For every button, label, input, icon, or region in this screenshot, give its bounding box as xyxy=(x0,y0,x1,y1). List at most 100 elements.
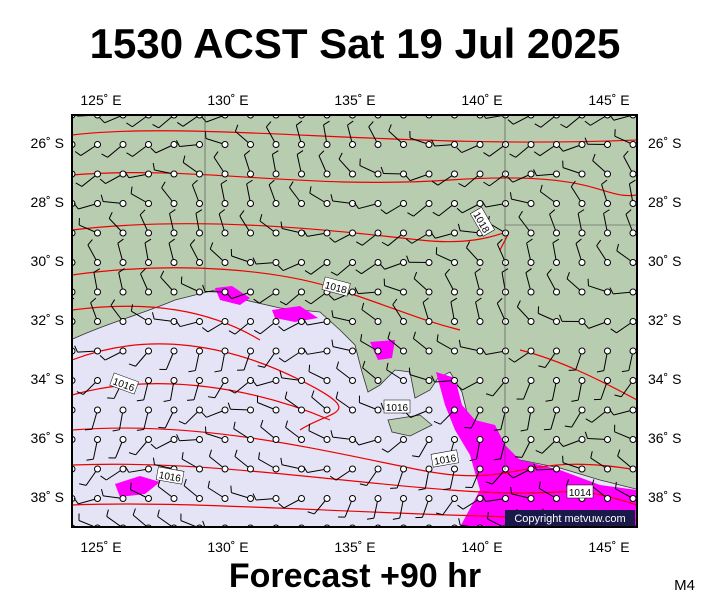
barb-feather xyxy=(181,452,184,460)
barb-station xyxy=(119,229,127,237)
barb-station xyxy=(170,141,178,148)
barb-station xyxy=(196,436,203,443)
lon-label: 135˚ E xyxy=(334,92,375,108)
barb-feather xyxy=(510,486,513,494)
barb-feather xyxy=(354,202,360,209)
barb-station xyxy=(221,377,229,384)
barb-station xyxy=(247,170,254,178)
barb-station xyxy=(145,288,152,296)
barb-station xyxy=(578,406,586,414)
barb-feather xyxy=(157,509,160,517)
barb-feather xyxy=(195,209,203,214)
barb-feather xyxy=(182,155,186,163)
barb-feather xyxy=(330,194,334,202)
barb-station xyxy=(374,170,382,178)
barb-station xyxy=(272,436,280,443)
barb-feather xyxy=(213,151,219,158)
lon-label: 125˚ E xyxy=(80,539,121,555)
barb-feather xyxy=(625,209,632,215)
barb-staff xyxy=(232,528,251,535)
barb-station xyxy=(553,229,560,237)
barb-station xyxy=(476,170,484,178)
barb-station xyxy=(298,200,305,207)
barb-staff xyxy=(402,115,404,116)
barb-feather xyxy=(362,360,366,368)
barb-station xyxy=(145,259,152,266)
barb-station xyxy=(553,141,560,148)
map-frame xyxy=(71,114,638,528)
barb-feather xyxy=(458,183,465,188)
barb-station xyxy=(527,465,535,473)
barb-feather xyxy=(253,298,260,304)
barb-feather xyxy=(575,238,582,244)
lon-label: 130˚ E xyxy=(207,539,248,555)
isobar-label: 1016 xyxy=(155,466,185,485)
barb-station xyxy=(629,200,637,207)
barb-station xyxy=(400,141,407,148)
barb-station xyxy=(272,347,280,355)
barb-feather xyxy=(201,116,207,123)
barb-feather xyxy=(303,230,308,237)
barb-feather xyxy=(347,120,354,126)
barb-feather xyxy=(539,184,543,192)
barb-station xyxy=(527,406,535,414)
lon-label: 125˚ E xyxy=(80,92,121,108)
barb-station xyxy=(323,318,331,325)
barb-feather xyxy=(227,402,231,410)
barb-feather xyxy=(475,297,482,303)
barb-station xyxy=(94,141,101,148)
barb-feather xyxy=(493,458,501,461)
barb-staff xyxy=(393,528,403,545)
barb-station xyxy=(374,288,382,296)
barb-feather xyxy=(413,271,418,279)
barb-station xyxy=(145,347,152,355)
barb-station xyxy=(298,318,305,325)
barb-feather xyxy=(253,329,261,335)
barb-feather xyxy=(260,419,264,427)
barb-station xyxy=(400,259,407,266)
barb-station xyxy=(502,200,509,207)
barb-station xyxy=(502,377,509,384)
barb-feather xyxy=(100,194,104,202)
barb-station xyxy=(170,436,178,443)
barb-feather xyxy=(469,458,477,462)
barb-feather xyxy=(435,512,443,516)
barb-station xyxy=(323,377,331,384)
barb-feather xyxy=(518,210,523,218)
barb-station xyxy=(94,318,101,325)
barb-station xyxy=(629,377,637,384)
barb-feather xyxy=(61,459,68,460)
barb-feather xyxy=(583,322,590,329)
barb-feather xyxy=(457,223,461,231)
barb-station xyxy=(476,318,484,325)
barb-station xyxy=(502,141,509,148)
barb-feather xyxy=(623,150,629,157)
barb-station xyxy=(145,465,152,473)
barb-feather xyxy=(458,339,461,347)
barb-feather xyxy=(303,466,308,473)
barb-station xyxy=(196,200,203,207)
barb-feather xyxy=(368,121,374,128)
barb-feather xyxy=(431,139,436,147)
barb-feather xyxy=(308,423,311,431)
barb-station xyxy=(604,288,611,296)
lat-label: 38˚ S xyxy=(648,489,681,505)
barb-feather xyxy=(130,304,134,312)
barb-feather xyxy=(538,481,541,489)
barb-station xyxy=(476,465,484,473)
barb-feather xyxy=(507,119,514,125)
barb-station xyxy=(374,465,382,473)
barb-feather xyxy=(304,299,312,305)
barb-station xyxy=(119,200,127,207)
barb-station xyxy=(298,347,305,355)
barb-feather xyxy=(130,186,133,194)
barb-station xyxy=(298,377,305,384)
barb-feather xyxy=(460,104,461,111)
barb-station xyxy=(119,436,127,443)
barb-staff xyxy=(413,528,429,540)
barb-station xyxy=(272,141,280,148)
barb-station xyxy=(476,495,484,502)
barb-feather xyxy=(272,150,279,155)
barb-feather xyxy=(255,539,261,542)
barb-feather xyxy=(202,284,206,292)
